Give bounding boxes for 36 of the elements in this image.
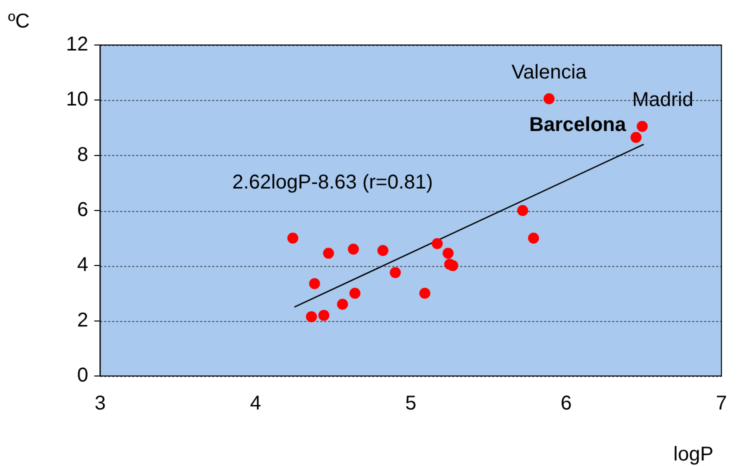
point [636, 120, 648, 132]
point [349, 288, 360, 299]
annotation: Madrid [632, 88, 694, 111]
y-tick-label: 6 [77, 199, 88, 222]
point [442, 248, 454, 259]
annotation: Barcelona [529, 114, 627, 136]
point [419, 288, 430, 299]
point [309, 278, 320, 290]
x-tick-label: 5 [405, 392, 416, 415]
x-tick-label: 4 [250, 392, 262, 415]
point [528, 232, 540, 244]
y-tick-label: 0 [77, 364, 88, 387]
point [432, 238, 443, 250]
y-axis-title: ºC [8, 10, 30, 33]
point [323, 248, 334, 259]
annotation: 2.62logP-8.63 (r=0.81) [232, 171, 433, 194]
annotation: Valencia [511, 61, 588, 84]
y-tick-label: 4 [77, 254, 88, 276]
point [318, 310, 330, 321]
x-tick-label: 3 [94, 392, 106, 415]
point [348, 244, 359, 255]
y-tick-label: 8 [77, 144, 88, 166]
point [306, 311, 317, 322]
x-tick-label: 6 [560, 392, 572, 415]
y-tick-label: 10 [66, 88, 88, 111]
point [630, 132, 642, 143]
y-tick-label: 12 [66, 34, 88, 56]
point [337, 298, 348, 310]
x-axis-title: logP [673, 444, 714, 466]
y-tick-label: 2 [77, 309, 88, 332]
point [287, 232, 298, 244]
x-tick-label: 7 [716, 392, 727, 415]
point [377, 244, 388, 256]
point [544, 93, 555, 104]
point [390, 267, 401, 278]
point [517, 205, 528, 216]
